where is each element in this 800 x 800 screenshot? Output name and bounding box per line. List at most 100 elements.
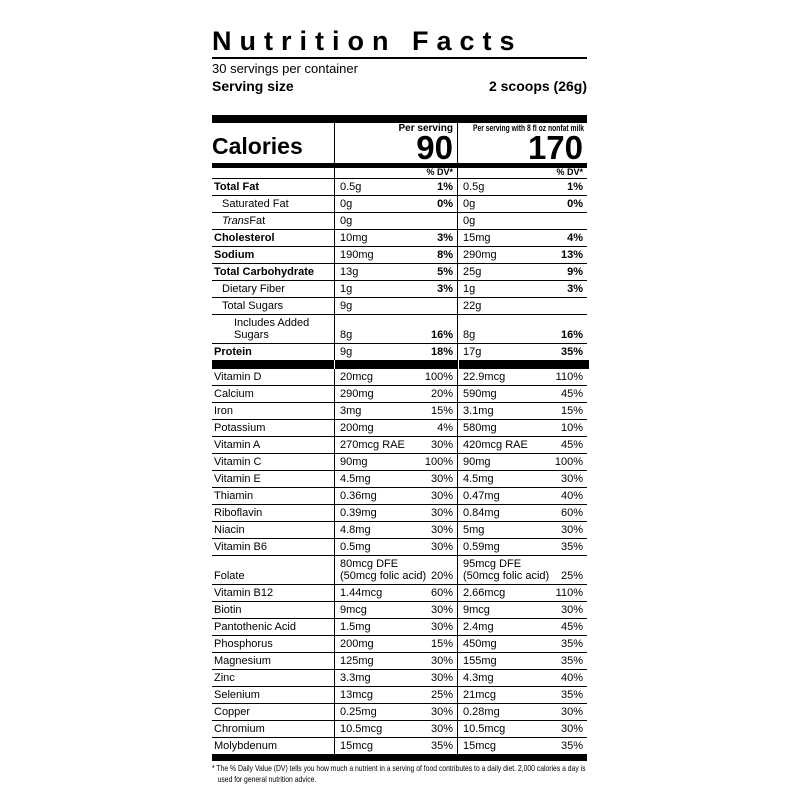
milk-amount: 21mcg xyxy=(463,689,497,701)
serving-cell: 1.5mg 30% xyxy=(334,619,457,635)
serving-cell: 0.36mg 30% xyxy=(334,488,457,504)
table-row: Trans Fat 0g 0g xyxy=(212,212,587,229)
milk-amount: 17g xyxy=(463,346,482,358)
calories-underline-bar xyxy=(212,163,334,168)
serving-dv: 30% xyxy=(430,541,453,553)
milk-dv: 40% xyxy=(560,672,583,684)
milk-dv: 45% xyxy=(560,388,583,400)
milk-amount: 580mg xyxy=(463,422,497,434)
serving-dv: 4% xyxy=(437,422,453,434)
milk-amount: 4.3mg xyxy=(463,672,494,684)
milk-cell: 4.3mg 40% xyxy=(457,670,587,686)
nutrient-name: Cholesterol xyxy=(214,232,275,244)
table-row: Vitamin B12 1.44mcg 60% 2.66mcg 110% xyxy=(212,584,587,601)
nutrient-name: Potassium xyxy=(214,422,266,434)
milk-cell: 90mg 100% xyxy=(457,454,587,470)
serving-amount: 3mg xyxy=(340,405,362,417)
serving-cell: 15mcg 35% xyxy=(334,738,457,754)
milk-amount: 0g xyxy=(463,215,476,227)
serving-dv: 30% xyxy=(430,655,453,667)
serving-cell: 20mcg 100% xyxy=(334,369,457,385)
serving-cell: 80mcg DFE (50mcg folic acid) 20% xyxy=(334,556,457,584)
serving-dv: 30% xyxy=(430,621,453,633)
per-serving-calories-value: 90 xyxy=(416,129,453,166)
serving-amount: 4.8mg xyxy=(340,524,371,536)
milk-dv: 35% xyxy=(560,541,583,553)
serving-amount: 80mcg DFE (50mcg folic acid) xyxy=(340,558,427,582)
serving-dv: 30% xyxy=(430,723,453,735)
table-row: Phosphorus 200mg 15% 450mg 35% xyxy=(212,635,587,652)
milk-amount: 0.59mg xyxy=(463,541,500,553)
nutrient-name: Vitamin C xyxy=(214,456,262,468)
milk-cell: 17g 35% xyxy=(457,344,587,360)
serving-cell: 190mg 8% xyxy=(334,247,457,263)
serving-dv: 30% xyxy=(430,706,453,718)
with-milk-calories-value: 170 xyxy=(527,129,583,166)
table-row: Molybdenum 15mcg 35% 15mcg 35% xyxy=(212,737,587,754)
serving-amount: 0g xyxy=(340,198,353,210)
milk-dv: 9% xyxy=(567,266,583,278)
serving-cell: 200mg 4% xyxy=(334,420,457,436)
milk-dv: 45% xyxy=(560,439,583,451)
milk-cell: 0.59mg 35% xyxy=(457,539,587,555)
milk-cell: 580mg 10% xyxy=(457,420,587,436)
nutrient-name: Total Carbohydrate xyxy=(214,266,315,278)
nutrient-name: Pantothenic Acid xyxy=(214,621,296,633)
serving-dv: 30% xyxy=(430,507,453,519)
milk-amount: 22g xyxy=(463,300,482,312)
serving-dv: 60% xyxy=(430,587,453,599)
milk-cell: 0.47mg 40% xyxy=(457,488,587,504)
nutrient-name: Vitamin A xyxy=(214,439,261,451)
milk-cell: 15mg 4% xyxy=(457,230,587,246)
serving-cell: 13mcg 25% xyxy=(334,687,457,703)
table-row: Includes Added Sugars 8g 16% 8g 16% xyxy=(212,314,587,343)
milk-cell: 25g 9% xyxy=(457,264,587,280)
milk-cell: 155mg 35% xyxy=(457,653,587,669)
milk-amount: 3.1mg xyxy=(463,405,494,417)
nutrient-name: Dietary Fiber xyxy=(222,283,285,295)
milk-amount: 1g xyxy=(463,283,476,295)
serving-cell: 3.3mg 30% xyxy=(334,670,457,686)
calories-section: Calories Per serving 90 Per serving with… xyxy=(212,123,587,168)
milk-amount: 15mg xyxy=(463,232,491,244)
milk-cell: 10.5mcg 30% xyxy=(457,721,587,737)
serving-cell: 10mg 3% xyxy=(334,230,457,246)
serving-amount: 90mg xyxy=(340,456,368,468)
serving-dv: 20% xyxy=(430,388,453,400)
serving-dv: 30% xyxy=(430,604,453,616)
table-row: Thiamin 0.36mg 30% 0.47mg 40% xyxy=(212,487,587,504)
with-milk-header: Per serving with 8 fl oz nonfat milk xyxy=(472,123,584,133)
serving-amount: 0.5g xyxy=(340,181,362,193)
table-row: Selenium 13mcg 25% 21mcg 35% xyxy=(212,686,587,703)
serving-amount: 0.25mg xyxy=(340,706,377,718)
serving-amount: 1g xyxy=(340,283,353,295)
serving-cell: 0.5g 1% xyxy=(334,179,457,195)
top-divider-bar xyxy=(212,115,587,123)
serving-amount: 125mg xyxy=(340,655,374,667)
milk-dv: 0% xyxy=(567,198,583,210)
milk-dv: 25% xyxy=(560,570,583,582)
serving-size-row: Serving size 2 scoops (26g) xyxy=(212,77,587,95)
table-row: Protein 9g 18% 17g 35% xyxy=(212,343,587,360)
milk-cell: 450mg 35% xyxy=(457,636,587,652)
serving-cell: 10.5mcg 30% xyxy=(334,721,457,737)
nutrient-name: Folate xyxy=(214,570,245,582)
serving-amount: 270mcg RAE xyxy=(340,439,405,451)
milk-dv: 35% xyxy=(560,346,583,358)
milk-amount: 90mg xyxy=(463,456,491,468)
nutrient-name: Biotin xyxy=(214,604,242,616)
milk-dv: 35% xyxy=(560,689,583,701)
nutrient-name: Trans Fat xyxy=(222,215,266,227)
serving-cell: 9g xyxy=(334,298,457,314)
milk-dv: 30% xyxy=(560,706,583,718)
nutrient-name: Sodium xyxy=(214,249,255,261)
milk-amount: 95mcg DFE (50mcg folic acid) xyxy=(463,558,550,582)
nutrient-name: Phosphorus xyxy=(214,638,273,650)
milk-dv: 110% xyxy=(555,587,583,599)
serving-cell: 13g 5% xyxy=(334,264,457,280)
milk-cell: 4.5mg 30% xyxy=(457,471,587,487)
milk-cell: 0.84mg 60% xyxy=(457,505,587,521)
milk-amount: 2.66mcg xyxy=(463,587,506,599)
serving-amount: 3.3mg xyxy=(340,672,371,684)
serving-cell: 290mg 20% xyxy=(334,386,457,402)
